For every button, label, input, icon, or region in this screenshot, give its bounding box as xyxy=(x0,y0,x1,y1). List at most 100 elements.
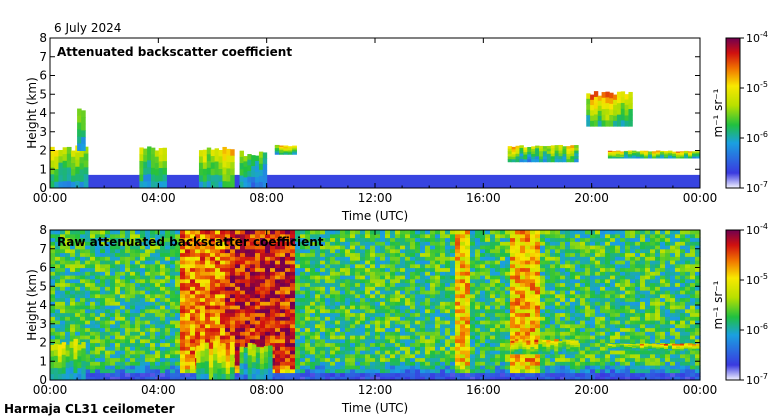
feature-cell xyxy=(247,171,252,178)
noise-cell xyxy=(55,275,61,280)
noise-cell xyxy=(485,372,491,377)
noise-cell xyxy=(450,308,456,314)
noise-cell xyxy=(140,357,146,362)
noise-cell xyxy=(415,233,421,239)
noise-cell xyxy=(295,256,301,261)
noise-cell xyxy=(405,286,411,291)
noise-cell xyxy=(305,323,311,329)
noise-cell xyxy=(345,350,351,355)
noise-cell xyxy=(490,290,496,295)
noise-cell xyxy=(455,323,461,329)
noise-cell xyxy=(490,368,496,374)
noise-cell xyxy=(200,256,206,261)
feature-cell xyxy=(539,153,544,157)
noise-cell xyxy=(170,260,176,265)
feature-cell xyxy=(83,160,89,168)
noise-cell xyxy=(180,316,186,321)
noise-cell xyxy=(555,320,561,325)
noise-cell xyxy=(105,312,111,317)
noise-cell xyxy=(415,361,421,366)
noise-cell xyxy=(565,320,571,325)
noise-cell xyxy=(425,248,431,254)
noise-cell xyxy=(130,323,136,329)
noise-cell xyxy=(240,312,246,317)
noise-cell xyxy=(245,241,251,246)
noise-cell xyxy=(460,245,466,250)
noise-cell xyxy=(490,278,496,284)
noise-cell xyxy=(430,301,436,306)
noise-cell xyxy=(65,252,71,257)
noise-cell xyxy=(540,368,546,374)
noise-cell xyxy=(475,293,481,299)
noise-cell xyxy=(185,297,191,302)
noise-cell xyxy=(460,275,466,280)
noise-cell xyxy=(345,365,351,370)
noise-cell xyxy=(430,308,436,314)
noise-cell xyxy=(585,286,591,291)
noise-cell xyxy=(100,263,106,269)
noise-cell xyxy=(95,335,101,340)
feature-cell xyxy=(619,152,625,155)
noise-cell xyxy=(585,305,591,310)
noise-cell xyxy=(145,230,151,235)
noise-cell xyxy=(240,278,246,284)
noise-cell xyxy=(365,278,371,284)
noise-cell xyxy=(245,331,251,336)
noise-cell xyxy=(440,331,446,336)
noise-cell xyxy=(375,320,381,325)
noise-cell xyxy=(80,338,86,344)
noise-cell xyxy=(325,338,331,344)
noise-cell xyxy=(95,230,101,235)
noise-cell xyxy=(110,350,116,355)
noise-cell xyxy=(100,278,106,284)
noise-cell xyxy=(410,245,416,250)
noise-cell xyxy=(200,335,206,340)
noise-cell xyxy=(435,267,441,272)
feature-cell xyxy=(593,102,599,110)
noise-cell xyxy=(330,282,336,287)
noise-cell xyxy=(260,320,266,325)
noise-cell xyxy=(295,237,301,242)
noise-cell xyxy=(105,376,111,381)
feature-cell xyxy=(628,103,633,110)
noise-cell xyxy=(485,353,491,359)
noise-cell xyxy=(110,297,116,302)
noise-cell xyxy=(280,256,286,261)
noise-cell xyxy=(310,342,316,347)
noise-cell xyxy=(205,312,211,317)
noise-cell xyxy=(290,248,296,254)
noise-cell xyxy=(55,290,61,295)
noise-cell xyxy=(50,297,56,302)
noise-cell xyxy=(540,248,546,254)
noise-cell xyxy=(360,278,366,284)
noise-cell xyxy=(65,282,71,287)
noise-cell xyxy=(520,305,526,310)
feature-cell xyxy=(691,155,697,158)
noise-cell xyxy=(555,327,561,332)
noise-cell xyxy=(550,305,556,310)
noise-cell xyxy=(505,365,511,370)
noise-cell xyxy=(345,335,351,340)
noise-cell xyxy=(160,263,166,269)
noise-cell xyxy=(270,316,276,321)
noise-cell xyxy=(185,350,191,355)
noise-cell xyxy=(500,368,506,374)
noise-cell xyxy=(245,233,251,239)
noise-cell xyxy=(440,263,446,269)
noise-cell xyxy=(115,342,121,347)
noise-cell xyxy=(410,327,416,332)
noise-cell xyxy=(190,316,196,321)
noise-cell xyxy=(85,331,91,336)
noise-cell xyxy=(300,245,306,250)
noise-cell xyxy=(270,286,276,291)
noise-cell xyxy=(310,275,316,280)
noise-cell xyxy=(235,323,241,329)
noise-cell xyxy=(160,241,166,246)
noise-cell xyxy=(525,368,531,374)
feature-cell xyxy=(210,168,216,176)
feature-cell xyxy=(202,168,208,176)
feature-cell xyxy=(675,152,681,155)
noise-cell xyxy=(330,372,336,377)
noise-cell xyxy=(315,275,321,280)
noise-cell xyxy=(65,293,71,299)
